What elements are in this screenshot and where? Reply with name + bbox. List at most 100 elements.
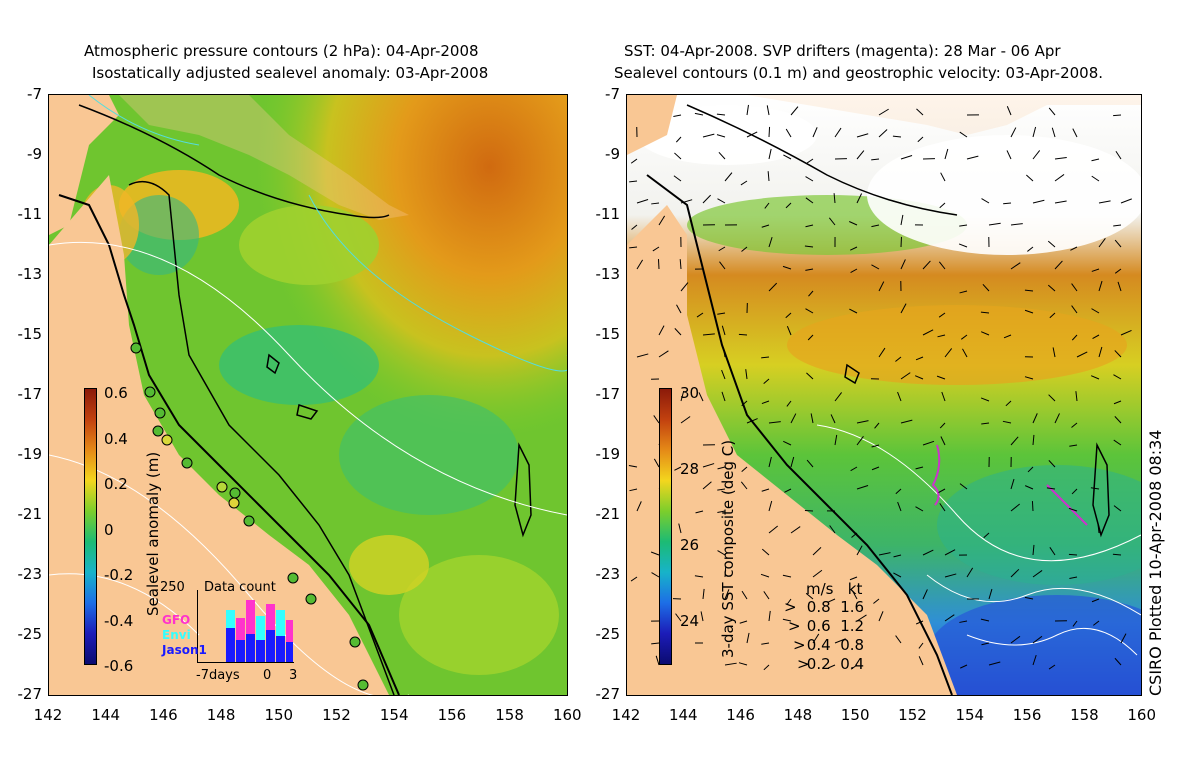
velocity-arrow: [856, 133, 869, 138]
right-colorbar-label: 3-day SST composite (deg C): [719, 439, 737, 658]
velocity-arrow: [702, 333, 715, 336]
left-title-line1: Atmospheric pressure contours (2 hPa): 0…: [84, 42, 479, 60]
velocity-arrow: [680, 416, 691, 424]
velocity-arrow: [724, 172, 733, 182]
y-tick-label: -27: [17, 685, 43, 703]
velocity-arrow: [805, 197, 814, 204]
velocity-arrow: [636, 198, 649, 204]
velocity-arrow: [1010, 568, 1020, 578]
x-tick-label: 152: [322, 706, 351, 724]
velocity-arrow: [982, 283, 990, 292]
velocity-arrow: [849, 576, 858, 581]
y-tick-label: -23: [595, 565, 621, 583]
velocity-arrow: [922, 260, 931, 270]
velocity-arrow: [696, 312, 704, 318]
sealevel-anomaly-map: [49, 95, 567, 695]
velocity-arrow: [629, 488, 638, 492]
velocity-arrow: [673, 175, 682, 182]
velocity-arrow: [1010, 436, 1019, 446]
y-tick-label: -27: [595, 685, 621, 703]
x-tick-label: 152: [898, 706, 927, 724]
velocity-arrow: [1032, 434, 1035, 446]
velocity-arrow: [675, 136, 682, 143]
velocity-arrow: [878, 129, 888, 138]
velocity-arrow: [764, 202, 770, 209]
velocity-arrow: [1006, 150, 1012, 160]
velocity-arrow: [878, 552, 891, 556]
velocity-arrow: [892, 200, 902, 204]
velocity-arrow: [717, 510, 726, 513]
velocity-arrow: [1120, 329, 1132, 336]
velocity-arrow: [1027, 246, 1034, 252]
velocity-arrow: [915, 356, 924, 361]
velocity-arrow: [940, 172, 946, 182]
velocity-arrow: [959, 483, 968, 490]
velocity-arrow: [636, 259, 644, 270]
velocity-arrow: [761, 488, 770, 492]
velocity-arrow: [746, 131, 758, 138]
velocity-arrow: [966, 567, 974, 578]
velocity-arrow: [761, 548, 770, 556]
velocity-arrow: [722, 347, 726, 358]
velocity-arrow: [1049, 312, 1056, 319]
velocity-arrow: [721, 325, 726, 336]
velocity-scale-header: m/s kt: [806, 580, 863, 598]
velocity-arrow: [958, 243, 968, 248]
velocity-arrow: [1091, 268, 1100, 272]
velocity-arrow: [658, 215, 666, 226]
velocity-arrow: [658, 350, 669, 358]
velocity-arrow: [850, 268, 858, 274]
y-tick-label: -17: [595, 385, 621, 403]
colorbar-tick-label: 0.2: [104, 475, 128, 493]
velocity-arrow: [805, 268, 814, 271]
velocity-arrow: [1113, 400, 1122, 405]
colorbar-tick-label: 0: [104, 520, 114, 539]
velocity-arrow: [1032, 150, 1041, 160]
velocity-arrow: [1047, 284, 1056, 292]
velocity-arrow: [807, 334, 814, 341]
y-tick-label: -21: [595, 505, 621, 523]
velocity-arrow: [1054, 260, 1063, 270]
velocity-arrow: [674, 466, 682, 471]
right-title-line2: Sealevel contours (0.1 m) and geostrophi…: [614, 64, 1104, 82]
velocity-arrow: [806, 158, 814, 164]
colorbar-tick-label: -0.2: [104, 566, 134, 584]
velocity-arrow: [944, 614, 955, 622]
velocity-arrow: [650, 551, 660, 556]
velocity-arrow: [631, 224, 638, 230]
velocity-arrow: [717, 466, 726, 470]
velocity-arrow: [1054, 413, 1060, 424]
velocity-arrow: [1032, 126, 1037, 138]
velocity-arrow: [1091, 308, 1100, 314]
left-colorbar: [84, 388, 97, 665]
left-title-line2: Isostatically adjusted sealevel anomaly:…: [92, 64, 489, 82]
velocity-arrow: [785, 312, 792, 319]
velocity-arrow: [1024, 596, 1034, 600]
velocity-arrow: [1071, 488, 1078, 495]
velocity-arrow: [768, 525, 779, 534]
velocity-arrow: [1032, 635, 1043, 644]
velocity-arrow: [651, 572, 660, 578]
velocity-arrow: [680, 390, 685, 402]
velocity-arrow: [653, 458, 660, 468]
velocity-arrow: [1117, 281, 1122, 292]
velocity-arrow: [944, 148, 949, 160]
velocity-arrow: [988, 661, 1001, 666]
x-tick-label: 142: [33, 706, 63, 724]
velocity-arrow: [856, 614, 867, 622]
inset-title: Data count: [204, 580, 276, 595]
velocity-arrow: [783, 154, 792, 160]
velocity-arrow: [850, 246, 858, 251]
velocity-arrow: [1010, 223, 1023, 226]
velocity-arrow: [1006, 106, 1012, 116]
velocity-arrow: [702, 588, 705, 600]
velocity-arrow: [962, 348, 968, 358]
velocity-arrow: [1024, 309, 1034, 314]
velocity-arrow: [761, 642, 770, 645]
velocity-arrow: [1054, 200, 1067, 204]
velocity-arrow: [871, 444, 880, 448]
velocity-arrow: [850, 664, 858, 670]
tide-gauge-markers: [130, 342, 369, 691]
velocity-arrow: [960, 334, 968, 340]
velocity-arrow: [850, 466, 858, 472]
